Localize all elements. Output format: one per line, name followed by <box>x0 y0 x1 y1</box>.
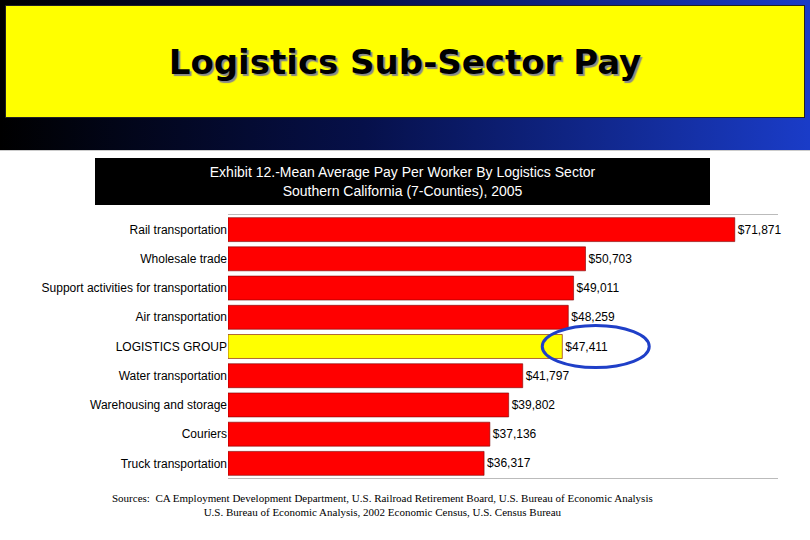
svg-text:Couriers: Couriers <box>182 427 227 441</box>
svg-text:Warehousing and storage: Warehousing and storage <box>90 398 227 412</box>
svg-text:LOGISTICS GROUP: LOGISTICS GROUP <box>116 340 227 354</box>
svg-text:$37,136: $37,136 <box>493 427 537 441</box>
html-text:Logistics Sub-Sector Pay: Logistics Sub-Sector Pay <box>168 41 642 82</box>
svg-text:$47,411: $47,411 <box>565 340 608 354</box>
svg-text:$36,317: $36,317 <box>487 456 531 470</box>
svg-text:$50,703: $50,703 <box>589 252 633 266</box>
html-text:Exhibit 12.-Mean Average Pay P: Exhibit 12.-Mean Average Pay Per Worker … <box>209 164 596 180</box>
svg-text:$39,802: $39,802 <box>512 398 556 412</box>
svg-text:$49,011: $49,011 <box>577 281 620 295</box>
svg-text:$41,797: $41,797 <box>526 369 570 383</box>
svg-text:Water transportation: Water transportation <box>119 369 227 383</box>
html-text:Southern California (7-Countie: Southern California (7-Counties), 2005 <box>282 183 523 199</box>
svg-text:Wholesale trade: Wholesale trade <box>140 252 227 266</box>
svg-text:Sources: CA Employment Develo: Sources: CA Employment Development Depar… <box>112 492 653 518</box>
svg-text:Support activities for transpo: Support activities for transportation <box>42 281 227 295</box>
svg-text:Truck transportation: Truck transportation <box>121 457 227 471</box>
svg-text:$48,259: $48,259 <box>571 310 615 324</box>
svg-text:Air transportation: Air transportation <box>136 310 227 324</box>
svg-text:Rail transportation: Rail transportation <box>130 223 227 237</box>
svg-text:$71,871: $71,871 <box>738 223 782 237</box>
